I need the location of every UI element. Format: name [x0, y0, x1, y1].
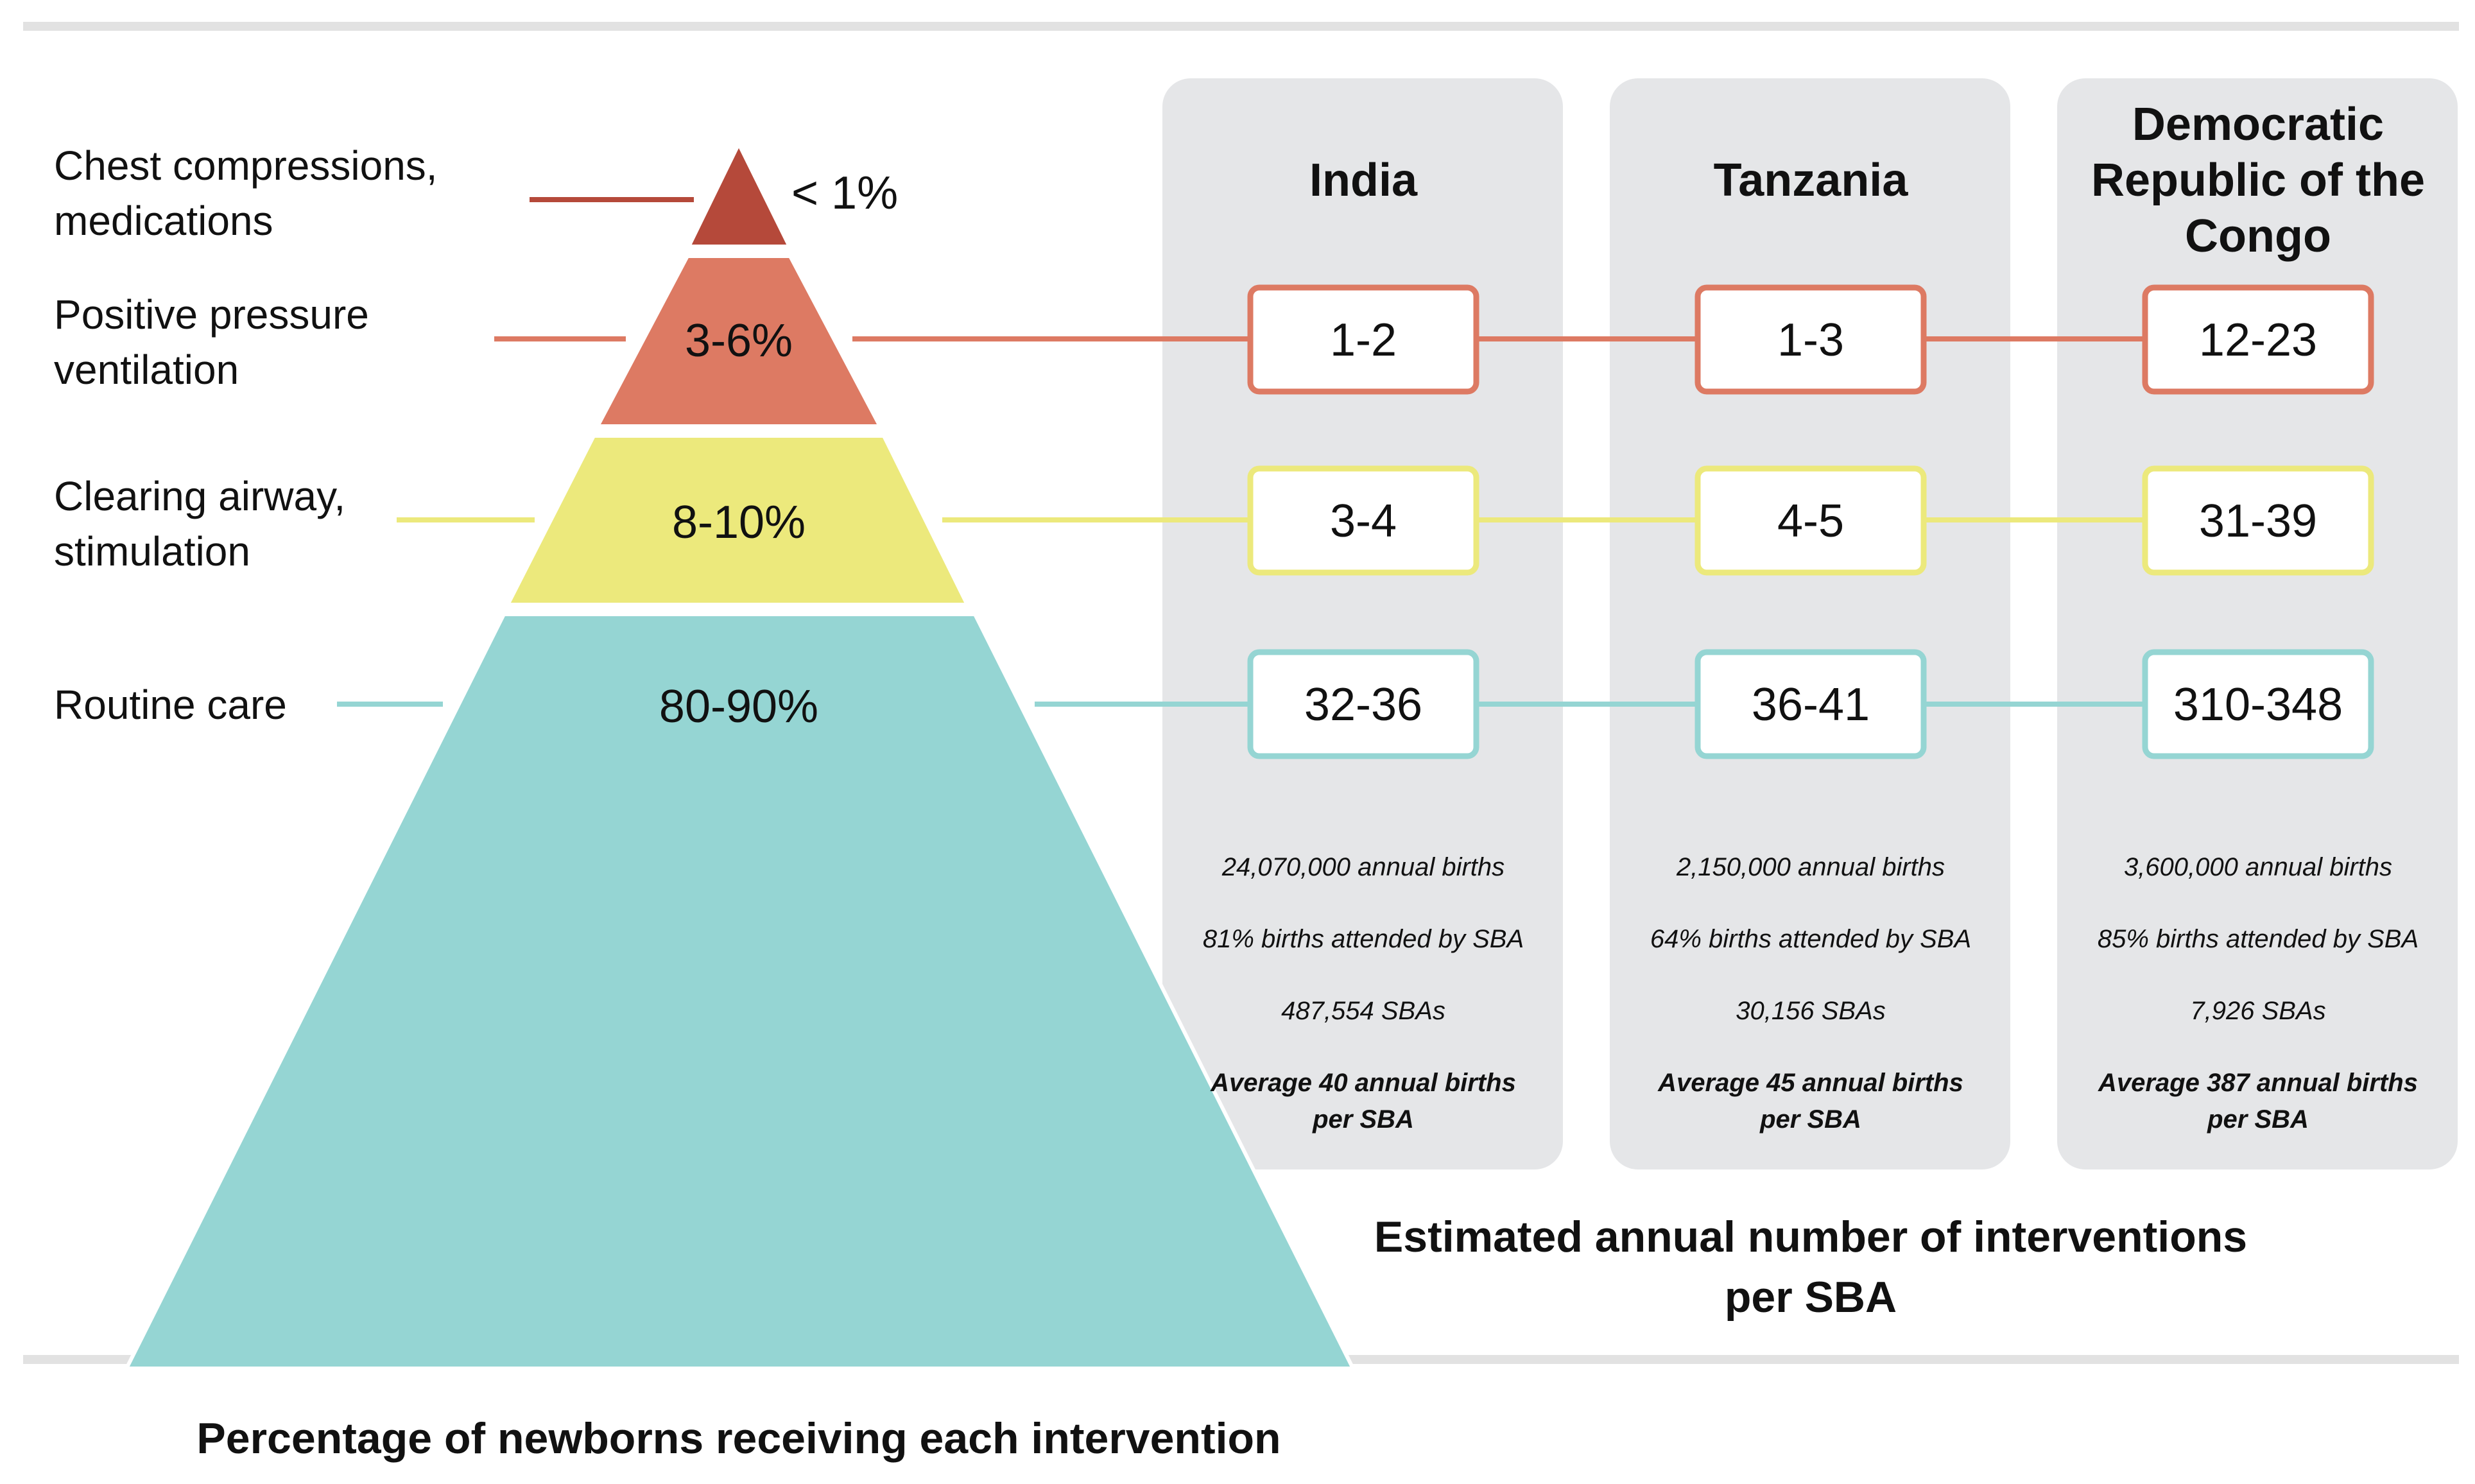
value-drc-ppv: 12-23	[2199, 315, 2317, 366]
stat-average-line-1: Average 45 annual births	[1657, 1069, 1963, 1097]
level-label-airway-line-1: Clearing airway,	[54, 473, 345, 519]
value-box-drc-airway: 31-39	[2142, 465, 2374, 576]
level-label-compressions-line-1: Chest compressions,	[54, 142, 438, 189]
value-box-india-ppv: 1-2	[1247, 284, 1479, 395]
pyramid-tier-3	[504, 434, 970, 607]
level-label-airway-line-2: stimulation	[54, 528, 250, 574]
value-india-routine: 32-36	[1304, 679, 1422, 730]
stats-drc: 3,600,000 annual births 85% births atten…	[2098, 853, 2419, 1134]
value-box-tanzania-routine: 36-41	[1695, 649, 1927, 759]
right-caption-line-2: per SBA	[1725, 1273, 1897, 1322]
value-drc-airway: 31-39	[2199, 496, 2317, 547]
value-india-ppv: 1-2	[1330, 315, 1397, 366]
value-box-india-airway: 3-4	[1247, 465, 1479, 576]
pct-ppv: 3-6%	[685, 315, 793, 367]
level-label-compressions-line-2: medications	[54, 198, 273, 244]
stat-attended: 81% births attended by SBA	[1203, 925, 1524, 953]
level-label-ppv-line-2: ventilation	[54, 347, 239, 393]
pyramid-tier-4	[123, 612, 1356, 1370]
bottom-caption: Percentage of newborns receiving each in…	[196, 1414, 1281, 1463]
country-name-drc-line-2: Republic of the	[2091, 155, 2425, 206]
stat-average-line-1: Average 40 annual births	[1210, 1069, 1516, 1097]
top-rule	[23, 22, 2459, 31]
country-name-drc-line-1: Democratic	[2132, 99, 2384, 150]
stat-births: 2,150,000 annual births	[1676, 853, 1945, 881]
value-box-tanzania-airway: 4-5	[1695, 465, 1927, 576]
stat-average-line-2: per SBA	[2207, 1105, 2309, 1134]
pyramid-tier-1	[686, 139, 793, 248]
value-tanzania-ppv: 1-3	[1777, 315, 1844, 366]
country-name-tanzania: Tanzania	[1714, 155, 1909, 206]
stat-births: 24,070,000 annual births	[1221, 853, 1505, 881]
stat-sbas: 30,156 SBAs	[1736, 997, 1886, 1025]
pct-routine: 80-90%	[659, 681, 818, 732]
value-india-airway: 3-4	[1330, 496, 1397, 547]
value-box-tanzania-ppv: 1-3	[1695, 284, 1927, 395]
right-caption-line-1: Estimated annual number of interventions	[1374, 1212, 2247, 1261]
value-box-drc-routine: 310-348	[2142, 649, 2374, 759]
value-box-drc-ppv: 12-23	[2142, 284, 2374, 395]
pyramid-tier-2	[594, 254, 883, 428]
stats-tanzania: 2,150,000 annual births 64% births atten…	[1650, 853, 1971, 1134]
value-box-india-routine: 32-36	[1247, 649, 1479, 759]
stat-attended: 64% births attended by SBA	[1650, 925, 1971, 953]
country-name-drc-line-3: Congo	[2185, 211, 2331, 262]
stat-attended: 85% births attended by SBA	[2098, 925, 2419, 953]
level-label-routine: Routine care	[54, 682, 287, 728]
value-tanzania-airway: 4-5	[1777, 496, 1844, 547]
pct-compressions: < 1%	[791, 168, 898, 219]
value-tanzania-routine: 36-41	[1752, 679, 1870, 730]
level-label-ppv-line-1: Positive pressure	[54, 291, 369, 338]
pct-airway: 8-10%	[672, 497, 806, 548]
stats-india: 24,070,000 annual births 81% births atte…	[1203, 853, 1524, 1134]
stat-average-line-2: per SBA	[1759, 1105, 1861, 1134]
value-drc-routine: 310-348	[2173, 679, 2343, 730]
stat-sbas: 7,926 SBAs	[2190, 997, 2325, 1025]
country-name-india: India	[1309, 155, 1418, 206]
stat-sbas: 487,554 SBAs	[1281, 997, 1445, 1025]
stat-average-line-2: per SBA	[1312, 1105, 1414, 1134]
stat-average-line-1: Average 387 annual births	[2098, 1069, 2418, 1097]
stat-births: 3,600,000 annual births	[2124, 853, 2392, 881]
